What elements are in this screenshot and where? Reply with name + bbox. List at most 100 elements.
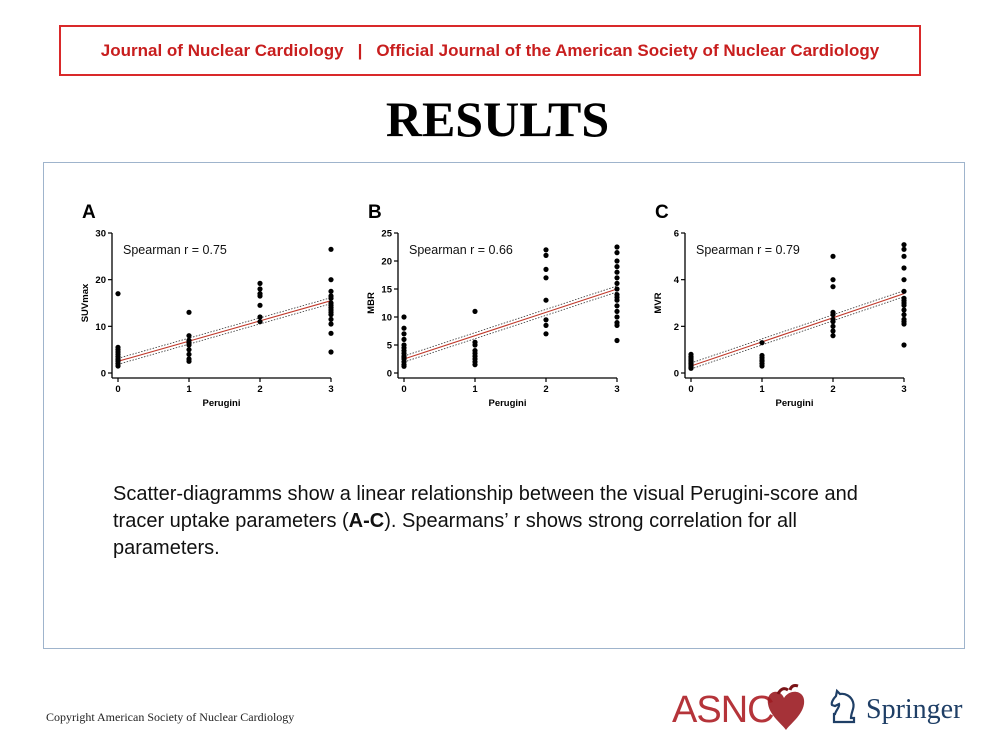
- data-point: [901, 246, 907, 252]
- data-point: [901, 253, 907, 259]
- data-point: [830, 284, 836, 290]
- x-tick-label: 2: [830, 384, 835, 395]
- data-point: [328, 330, 334, 336]
- figure-caption: Scatter-diagramms show a linear relation…: [113, 481, 873, 562]
- confidence-band-upper: [690, 290, 905, 364]
- y-tick-label: 0: [387, 369, 392, 380]
- x-tick-label: 3: [328, 384, 333, 395]
- data-point: [614, 303, 620, 309]
- data-point: [328, 246, 334, 252]
- data-point: [614, 258, 620, 264]
- x-tick-label: 2: [543, 384, 548, 395]
- data-point: [759, 363, 765, 369]
- x-tick-label: 0: [401, 384, 406, 395]
- y-tick-label: 4: [674, 275, 680, 286]
- data-point: [401, 336, 407, 342]
- data-point: [328, 312, 334, 318]
- data-point: [328, 316, 334, 322]
- journal-banner: Journal of Nuclear Cardiology | Official…: [59, 25, 921, 76]
- data-point: [186, 347, 192, 353]
- data-point: [901, 242, 907, 248]
- data-point: [614, 297, 620, 303]
- y-tick-label: 15: [381, 285, 392, 296]
- data-point: [830, 319, 836, 325]
- caption-panel-ref: A-C: [348, 510, 385, 532]
- data-point: [115, 291, 121, 297]
- y-tick-label: 6: [674, 229, 679, 240]
- data-point: [186, 358, 192, 364]
- y-tick-label: 20: [95, 275, 106, 286]
- heart-icon: [767, 691, 805, 730]
- y-tick-label: 20: [381, 257, 392, 268]
- x-tick-label: 3: [614, 384, 619, 395]
- regression-line: [117, 300, 332, 362]
- data-point: [901, 302, 907, 308]
- panel-letter: A: [82, 202, 96, 223]
- data-point: [257, 286, 263, 292]
- data-point: [614, 337, 620, 344]
- data-point: [543, 331, 549, 337]
- data-point: [688, 365, 694, 371]
- asnc-logo-text: ASNC: [672, 689, 774, 730]
- y-tick-label: 30: [95, 229, 106, 240]
- data-point: [901, 321, 907, 327]
- banner-separator: |: [357, 40, 363, 60]
- journal-name: Journal of Nuclear Cardiology: [100, 40, 344, 60]
- scatter-panel-b: B 0 5 10 15 20 25 0 1 2 3 Perugini MBR Spearman r = 0…: [356, 200, 626, 420]
- y-axis-label: MBR: [366, 292, 377, 314]
- data-point: [543, 266, 549, 272]
- data-point: [614, 269, 620, 275]
- confidence-band-lower: [403, 291, 618, 363]
- spearman-annotation: Spearman r = 0.79: [696, 243, 800, 257]
- y-tick-label: 10: [381, 313, 392, 324]
- regression-line: [690, 293, 905, 367]
- scatter-plot-svg: A 0 10 20 30 0 1 2 3 Perugini SUVmax Spearman r = 0…: [80, 202, 334, 409]
- asnc-logo: ASNC: [672, 680, 812, 735]
- x-tick-label: 0: [688, 384, 693, 395]
- scatter-plot-svg: C 0 2 4 6 0 1 2 3 Perugini MVR Spearman r = 0.79: [653, 202, 907, 409]
- data-point: [257, 319, 263, 325]
- caption-text-1: Scatter-diagramms show a linear relation…: [113, 483, 858, 532]
- data-point: [614, 250, 620, 256]
- data-point: [614, 275, 620, 281]
- caption-text-2: ). Spearmans’ r shows strong correlation…: [113, 510, 797, 559]
- chess-knight-icon: [830, 688, 856, 724]
- confidence-band-lower: [117, 303, 332, 365]
- data-point: [614, 280, 620, 286]
- data-point: [186, 351, 192, 357]
- y-tick-label: 0: [674, 369, 679, 380]
- confidence-band-upper: [403, 285, 618, 357]
- data-point: [257, 314, 263, 320]
- data-point: [186, 342, 192, 348]
- data-point: [901, 277, 907, 283]
- data-point: [328, 288, 334, 294]
- data-point: [830, 323, 836, 329]
- data-point: [543, 275, 549, 281]
- y-axis-label: SUVmax: [80, 283, 91, 322]
- x-axis-label: Perugini: [202, 398, 240, 409]
- data-point: [830, 333, 836, 339]
- data-point: [614, 314, 620, 320]
- journal-subtitle: Official Journal of the American Society…: [376, 40, 880, 60]
- spearman-annotation: Spearman r = 0.75: [123, 243, 227, 257]
- data-point: [186, 309, 192, 315]
- x-axis-label: Perugini: [488, 398, 526, 409]
- scatter-panel-a: A 0 10 20 30 0 1 2 3 Perugini SUVmax Spearman r = 0…: [70, 200, 340, 420]
- data-point: [543, 317, 549, 323]
- data-point: [830, 328, 836, 334]
- data-point: [186, 333, 192, 339]
- data-point: [614, 286, 620, 292]
- regression-line: [403, 288, 618, 360]
- y-tick-label: 0: [101, 369, 106, 380]
- data-point: [401, 314, 407, 320]
- copyright-notice: Copyright American Society of Nuclear Ca…: [46, 710, 295, 724]
- data-point: [830, 312, 836, 318]
- panel-letter: C: [655, 202, 669, 223]
- data-point: [543, 297, 549, 303]
- data-point: [614, 264, 620, 270]
- x-axis-label: Perugini: [775, 398, 813, 409]
- data-point: [901, 307, 907, 313]
- y-axis-label: MVR: [653, 292, 664, 313]
- data-point: [472, 308, 478, 314]
- data-point: [901, 312, 907, 318]
